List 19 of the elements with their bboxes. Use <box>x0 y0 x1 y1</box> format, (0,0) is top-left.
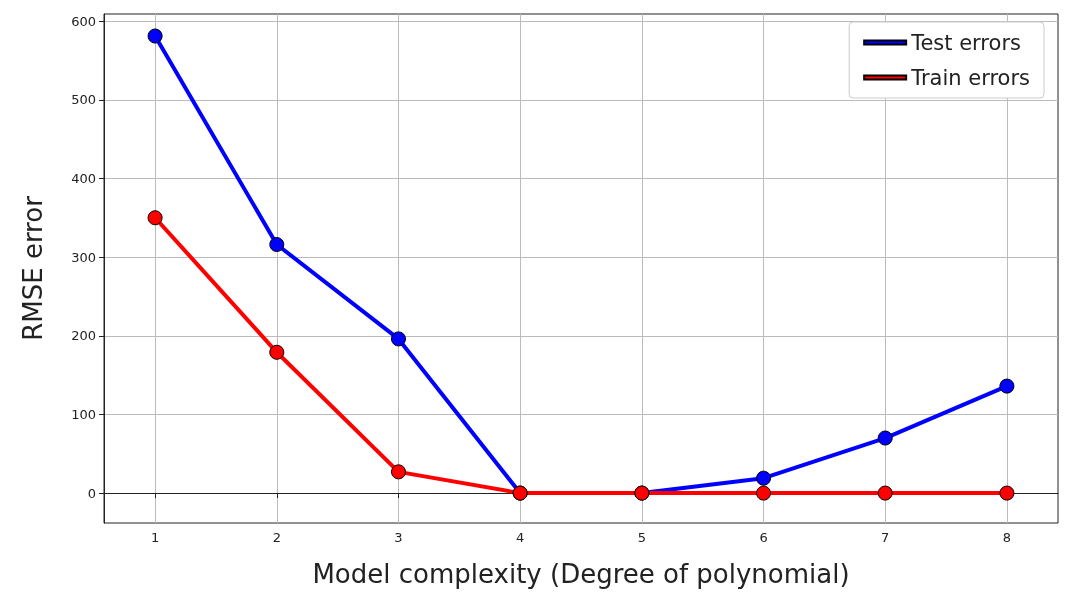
y-tick-label: 200 <box>71 328 96 344</box>
y-tick-label: 100 <box>71 406 96 422</box>
x-tick-label: 2 <box>272 530 281 545</box>
y-tick-label: 300 <box>71 249 96 265</box>
x-tick-label: 7 <box>881 530 890 545</box>
x-axis-title: Model complexity (Degree of polynomial) <box>312 559 850 589</box>
y-tick-label: 500 <box>71 92 96 108</box>
y-tick-label: 0 <box>87 485 96 501</box>
x-tick-label: 6 <box>759 530 768 545</box>
x-tick-label: 3 <box>394 530 403 545</box>
legend-label: Train errors <box>910 65 1030 90</box>
x-tick-label: 5 <box>637 530 646 545</box>
legend-label: Test errors <box>910 30 1021 55</box>
x-tick-label: 4 <box>516 530 525 545</box>
y-tick-label: 600 <box>71 13 96 29</box>
y-tick-label: 400 <box>71 170 96 186</box>
x-tick-label: 8 <box>1002 530 1012 545</box>
y-axis-title: RMSE error <box>18 195 48 341</box>
x-tick-label: 1 <box>150 530 160 545</box>
